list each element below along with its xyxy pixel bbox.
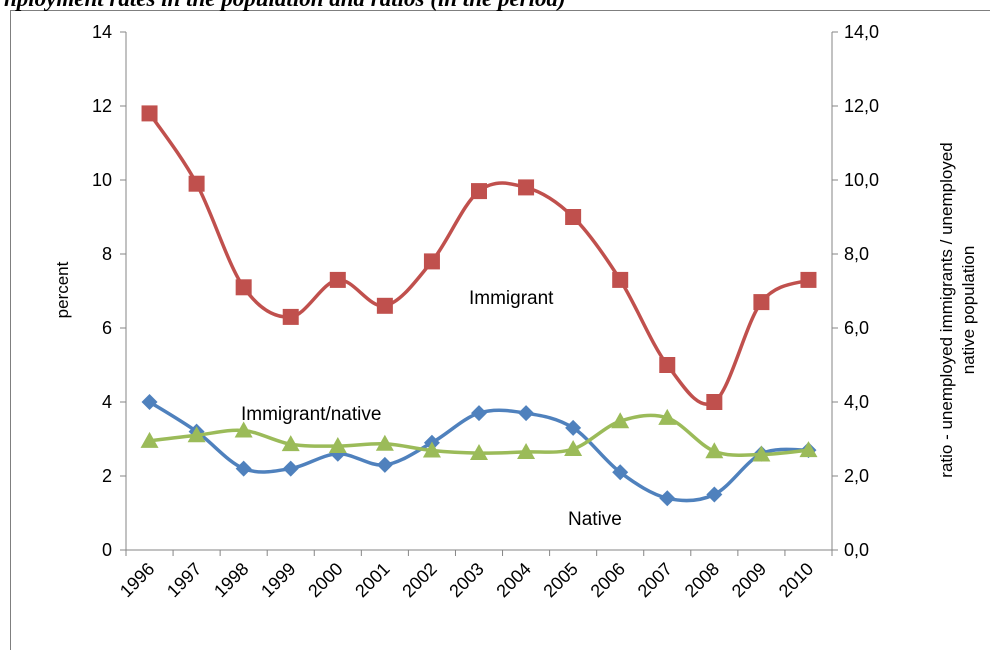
right-y-tick-label: 14,0: [844, 22, 879, 42]
right-y-tick-label: 0,0: [844, 540, 869, 560]
marker-triangle: [328, 437, 347, 454]
marker-square: [141, 105, 158, 122]
marker-triangle: [611, 412, 630, 429]
marker-square: [376, 297, 393, 314]
x-tick-label: 2005: [540, 559, 582, 601]
marker-diamond: [235, 460, 252, 477]
marker-triangle: [564, 439, 583, 456]
marker-square: [471, 183, 487, 200]
series-label-immigrant: Immigrant: [469, 288, 554, 309]
left-y-ticks: 0 2 4 6 8 10 12 14: [92, 22, 126, 560]
marker-triangle: [187, 426, 206, 443]
marker-triangle: [422, 441, 441, 458]
series-immigrant-native: [140, 408, 818, 462]
marker-square: [800, 271, 817, 288]
left-y-tick-label: 2: [102, 466, 112, 486]
series-layer: [140, 105, 818, 507]
x-tick-label: 2003: [445, 559, 487, 601]
marker-square: [282, 308, 299, 325]
right-y-tick-label: 12,0: [844, 96, 879, 116]
y-axis-title: percent: [53, 261, 72, 318]
right-y-tick-label: 2,0: [844, 466, 869, 486]
series-label-immigrant-native: Immigrant/native: [241, 404, 381, 425]
right-y-tick-label: 10,0: [844, 170, 879, 190]
marker-diamond: [141, 394, 158, 410]
marker-square: [706, 394, 723, 410]
marker-diamond: [612, 464, 629, 481]
marker-square: [518, 179, 535, 196]
x-tick-label: 2008: [681, 559, 723, 601]
marker-square: [565, 209, 582, 225]
marker-triangle: [517, 442, 536, 459]
y2-axis-title-line1: ratio - unemployed immigrants / unemploy…: [937, 142, 956, 477]
y2-axis-title-line2: native population: [959, 246, 978, 375]
marker-square: [329, 271, 346, 288]
series-line-immigrant: [148, 112, 810, 406]
x-tick-label: 1997: [163, 559, 205, 601]
right-y-tick-label: 6,0: [844, 318, 869, 338]
chart-caption: nployment rates in the population and ra…: [4, 0, 566, 12]
marker-triangle: [234, 421, 253, 438]
marker-diamond: [471, 405, 487, 422]
right-y-tick-label: 8,0: [844, 244, 869, 264]
series-label-native: Native: [568, 509, 622, 530]
left-y-tick-label: 14: [92, 22, 112, 42]
x-tick-label: 2000: [304, 559, 346, 601]
marker-diamond: [282, 460, 299, 477]
left-y-tick-label: 10: [92, 170, 112, 190]
marker-diamond: [659, 490, 676, 507]
marker-diamond: [565, 419, 582, 436]
left-y-tick-label: 4: [102, 392, 112, 412]
left-y-tick-label: 6: [102, 318, 112, 338]
x-tick-label: 2010: [775, 559, 817, 601]
marker-square: [235, 279, 252, 296]
marker-diamond: [518, 405, 535, 422]
marker-diamond: [706, 486, 723, 503]
x-tick-label: 1996: [116, 559, 158, 601]
left-y-tick-label: 8: [102, 244, 112, 264]
marker-triangle: [470, 444, 488, 461]
marker-triangle: [799, 441, 818, 458]
left-y-tick-label: 12: [92, 96, 112, 116]
x-tick-label: 2002: [398, 559, 440, 601]
x-tick-label: 2006: [587, 559, 629, 601]
marker-triangle: [375, 434, 394, 451]
marker-triangle: [658, 408, 677, 425]
x-tick-label: 2004: [492, 559, 534, 601]
marker-square: [612, 271, 629, 288]
marker-diamond: [376, 456, 393, 473]
x-tick-label: 2007: [634, 559, 676, 601]
marker-square: [423, 253, 440, 270]
axes: [125, 32, 833, 551]
series-immigrant: [141, 105, 817, 410]
marker-triangle: [140, 431, 159, 448]
x-tick-label: 1998: [210, 559, 252, 601]
x-ticks: 1996 1997 1998 1999 2000 2001 2002 2003 2004 2005…: [116, 550, 833, 601]
x-tick-label: 1999: [257, 559, 299, 601]
marker-triangle: [752, 445, 771, 462]
marker-triangle: [705, 442, 724, 459]
marker-square: [188, 175, 205, 192]
right-y-ticks: 0,0 2,0 4,0 6,0 8,0 10,0 12,0 14,0: [832, 22, 879, 560]
chart-frame: [10, 10, 990, 650]
marker-square: [753, 294, 770, 311]
marker-square: [659, 357, 676, 373]
marker-triangle: [281, 435, 300, 452]
left-y-tick-label: 0: [102, 540, 112, 560]
x-tick-label: 2009: [728, 559, 770, 601]
x-tick-label: 2001: [351, 559, 393, 601]
right-y-tick-label: 4,0: [844, 392, 869, 412]
